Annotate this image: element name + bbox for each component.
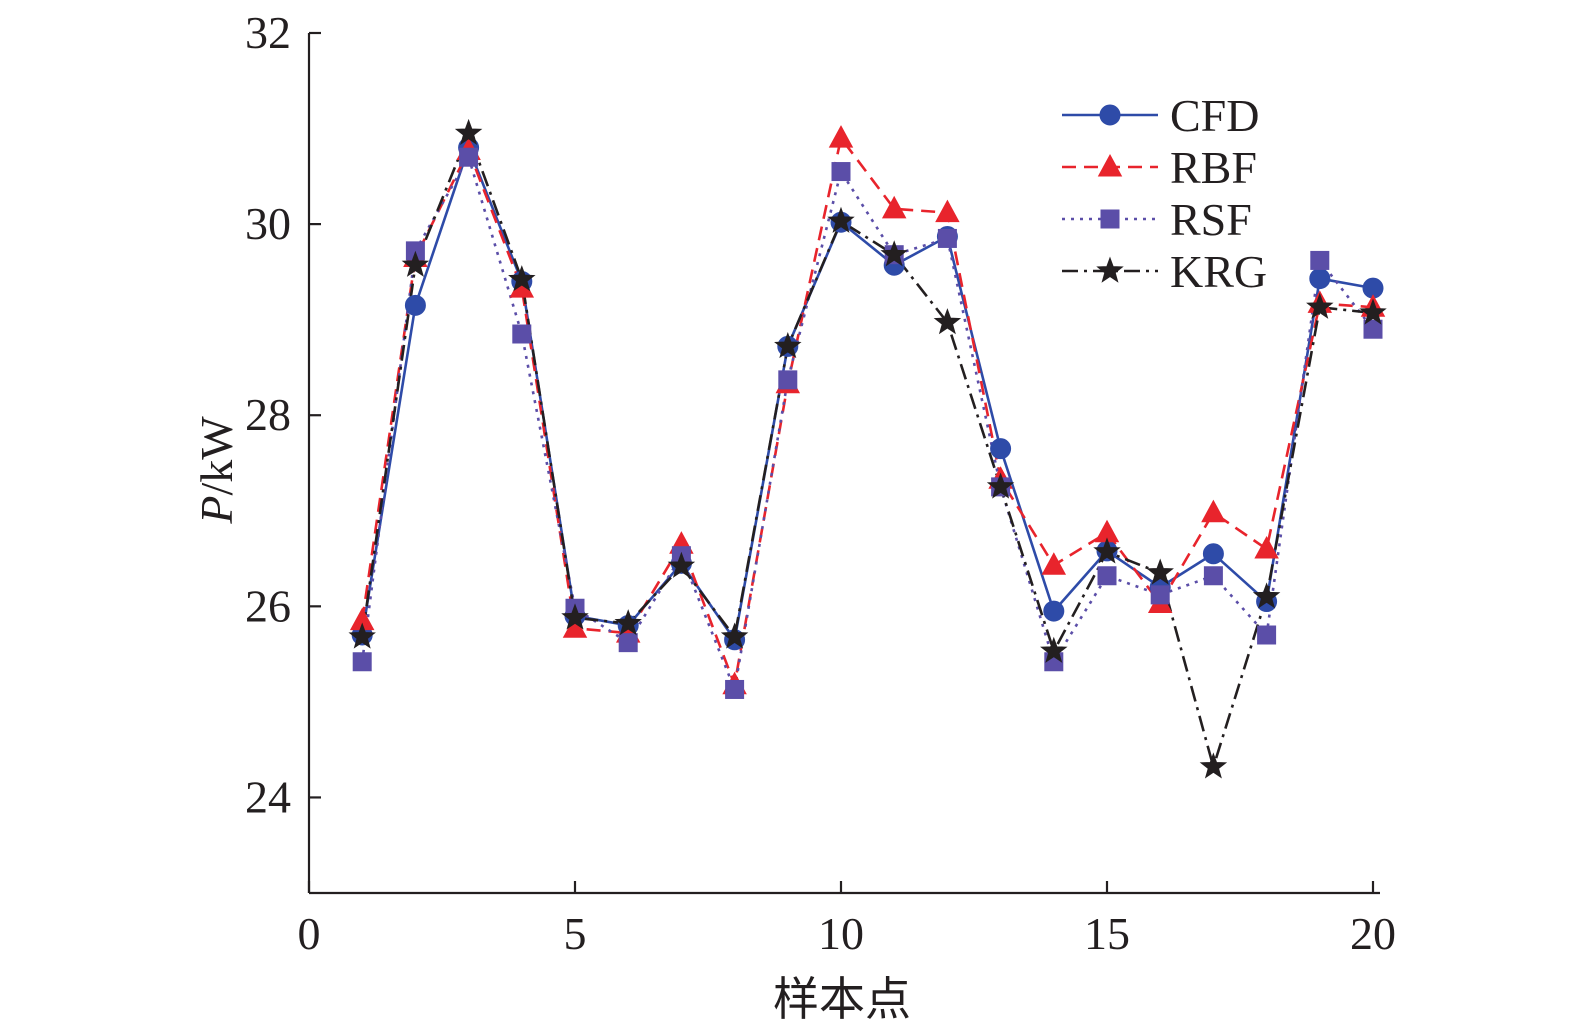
- point-krg-5: [561, 603, 589, 630]
- point-krg-15: [1093, 537, 1121, 564]
- legend-item-krg: KRG: [1062, 246, 1267, 297]
- legend-label-krg: KRG: [1170, 246, 1267, 297]
- point-rbf-18: [1254, 535, 1279, 559]
- point-krg-9: [774, 331, 802, 359]
- legend-label-rbf: RBF: [1170, 142, 1257, 193]
- point-krg-6: [614, 609, 642, 636]
- point-rsf-9: [778, 370, 798, 390]
- y-axis-title: P/kW: [191, 416, 242, 525]
- tick-labels: 0 5 10 15 20 24 26 28 30 32: [245, 7, 1396, 959]
- point-krg-11: [880, 240, 908, 267]
- point-rsf-19: [1310, 250, 1330, 270]
- legend-label-rsf: RSF: [1170, 194, 1252, 245]
- point-cfd-19: [1309, 268, 1331, 290]
- point-krg-7: [667, 551, 696, 578]
- point-krg-13: [986, 472, 1015, 499]
- series-points-krg: [348, 118, 1387, 779]
- point-krg-12: [933, 308, 962, 335]
- series-line-krg: [360, 132, 1374, 769]
- point-krg-8: [720, 622, 749, 649]
- point-rsf-8: [725, 679, 745, 699]
- legend-marker-rsf: [1100, 209, 1120, 229]
- point-krg-3: [454, 118, 483, 146]
- series-line-rbf: [360, 136, 1374, 686]
- point-rsf-4: [512, 324, 532, 344]
- point-rbf-10: [828, 125, 854, 148]
- point-krg-17: [1199, 752, 1228, 779]
- point-cfd-2: [404, 294, 426, 316]
- y-tick-label: 28: [245, 389, 291, 440]
- point-krg-20: [1359, 298, 1387, 325]
- point-cfd-13: [990, 438, 1012, 460]
- point-rbf-12: [935, 199, 960, 223]
- legend-item-rsf: RSF: [1062, 194, 1252, 245]
- y-tick-label: 24: [245, 771, 291, 822]
- point-krg-16: [1146, 558, 1174, 585]
- point-krg-10: [827, 206, 855, 233]
- y-tick-label: 32: [245, 7, 291, 58]
- point-krg-14: [1040, 636, 1068, 663]
- x-tick-label: 5: [564, 908, 587, 959]
- point-krg-2: [401, 250, 430, 277]
- point-rbf-14: [1041, 552, 1067, 575]
- x-tick-label: 20: [1350, 908, 1396, 959]
- point-rsf-6: [618, 633, 638, 653]
- legend-marker-rbf: [1097, 153, 1123, 177]
- point-cfd-17: [1202, 543, 1224, 565]
- point-krg-4: [508, 265, 536, 292]
- tick-marks: [307, 31, 1375, 893]
- legend-marker-krg: [1096, 256, 1124, 283]
- y-tick-label: 30: [245, 198, 291, 249]
- series-markers: [348, 118, 1387, 779]
- y-axis-title-unit: /kW: [191, 416, 242, 496]
- point-rsf-15: [1097, 566, 1117, 586]
- point-rbf-17: [1201, 499, 1226, 523]
- axes: [307, 33, 1380, 895]
- x-axis-title: 样本点: [773, 974, 911, 1025]
- point-rsf-3: [459, 147, 479, 167]
- legend-item-rbf: RBF: [1062, 142, 1257, 193]
- point-rsf-16: [1150, 585, 1170, 605]
- point-rsf-17: [1203, 566, 1223, 586]
- y-tick-label: 26: [245, 580, 291, 631]
- point-cfd-14: [1043, 600, 1065, 622]
- point-rsf-12: [937, 228, 957, 248]
- y-axis-title-variable: P: [191, 496, 242, 525]
- point-krg-19: [1306, 292, 1334, 319]
- x-tick-label: 0: [298, 908, 321, 959]
- legend-label-cfd: CFD: [1170, 90, 1259, 141]
- point-rsf-10: [831, 162, 851, 182]
- point-rsf-1: [352, 652, 372, 672]
- legend-marker-cfd: [1099, 104, 1121, 126]
- legend-item-cfd: CFD: [1062, 90, 1259, 141]
- point-rbf-11: [881, 195, 907, 219]
- point-rsf-20: [1363, 319, 1383, 339]
- point-krg-18: [1252, 582, 1281, 609]
- x-tick-label: 10: [818, 908, 864, 959]
- point-rsf-18: [1257, 625, 1277, 645]
- x-tick-label: 15: [1084, 908, 1130, 959]
- point-krg-1: [348, 622, 376, 649]
